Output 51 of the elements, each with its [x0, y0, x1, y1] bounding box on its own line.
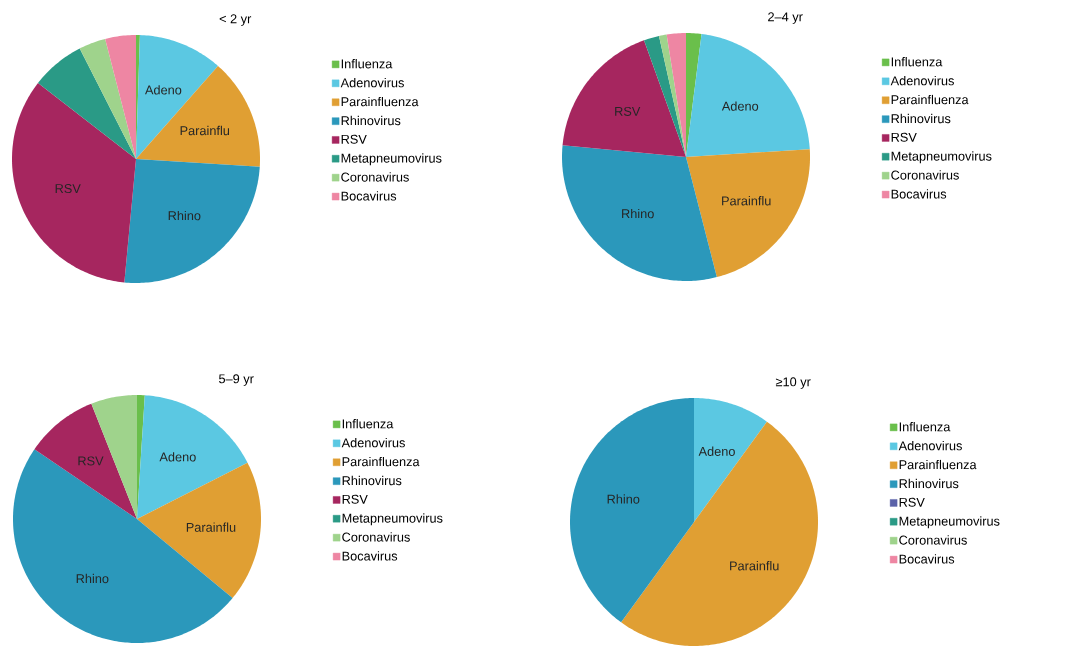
- chart-title: ≥10 yr: [775, 377, 811, 389]
- legend-label: RSV: [891, 132, 917, 142]
- legend-label: Metapneumovirus: [899, 516, 1000, 529]
- legend-label: Bocavirus: [891, 189, 947, 199]
- legend-label: Metapneumovirus: [891, 151, 992, 164]
- chart-title: 2–4 yr: [768, 12, 803, 24]
- legend-label: Coronavirus: [341, 172, 409, 182]
- legend-label: Bocavirus: [899, 554, 955, 564]
- data-label: Rhino: [622, 208, 654, 219]
- legend-label: Metapneumovirus: [341, 153, 442, 166]
- legend-label: Bocavirus: [341, 191, 397, 201]
- data-label: Parainflu: [186, 522, 236, 532]
- legend-label: Rhinovirus: [341, 115, 401, 126]
- legend-label: Adenovirus: [340, 77, 404, 88]
- data-label: Rhino: [76, 573, 109, 584]
- chart-title: < 2 yr: [219, 14, 252, 26]
- legend-label: Adenovirus: [898, 440, 962, 451]
- data-label: Rhino: [168, 210, 201, 221]
- legend-label: Parainfluenza: [342, 456, 420, 467]
- data-label: Adeno: [698, 446, 735, 456]
- legend-label: Influenza: [342, 419, 394, 429]
- data-label: Adeno: [721, 101, 759, 111]
- legend-label: Adenovirus: [890, 75, 954, 86]
- data-label: Adeno: [159, 452, 196, 462]
- data-label: RSV: [615, 106, 641, 116]
- legend-label: Coronavirus: [899, 535, 967, 545]
- legend-label: RSV: [899, 497, 925, 507]
- legend-label: Parainfluenza: [341, 96, 419, 107]
- legend-label: Coronavirus: [891, 170, 959, 180]
- legend-label: Parainfluenza: [891, 94, 969, 105]
- legend-label: Rhinovirus: [342, 475, 402, 486]
- chart-title: 5–9 yr: [219, 374, 254, 386]
- data-label: Parainflu: [180, 125, 230, 136]
- data-label: RSV: [55, 184, 81, 194]
- legend-label: Influenza: [891, 57, 943, 67]
- data-label: Rhino: [607, 494, 640, 504]
- data-label: Parainflu: [722, 196, 771, 206]
- legend-label: Rhinovirus: [891, 113, 951, 124]
- legend-label: RSV: [341, 134, 367, 144]
- legend-label: Coronavirus: [342, 532, 410, 542]
- legend-label: RSV: [342, 494, 368, 504]
- data-label: RSV: [78, 456, 104, 466]
- data-label: Adeno: [144, 85, 182, 95]
- legend-label: Bocavirus: [342, 551, 398, 561]
- data-label: Parainflu: [730, 561, 779, 571]
- legend-label: Metapneumovirus: [342, 513, 443, 526]
- legend-label: Parainfluenza: [899, 459, 977, 470]
- legend-label: Influenza: [899, 422, 951, 432]
- legend-label: Influenza: [341, 59, 393, 69]
- legend-label: Adenovirus: [341, 437, 405, 448]
- legend-label: Rhinovirus: [899, 478, 959, 489]
